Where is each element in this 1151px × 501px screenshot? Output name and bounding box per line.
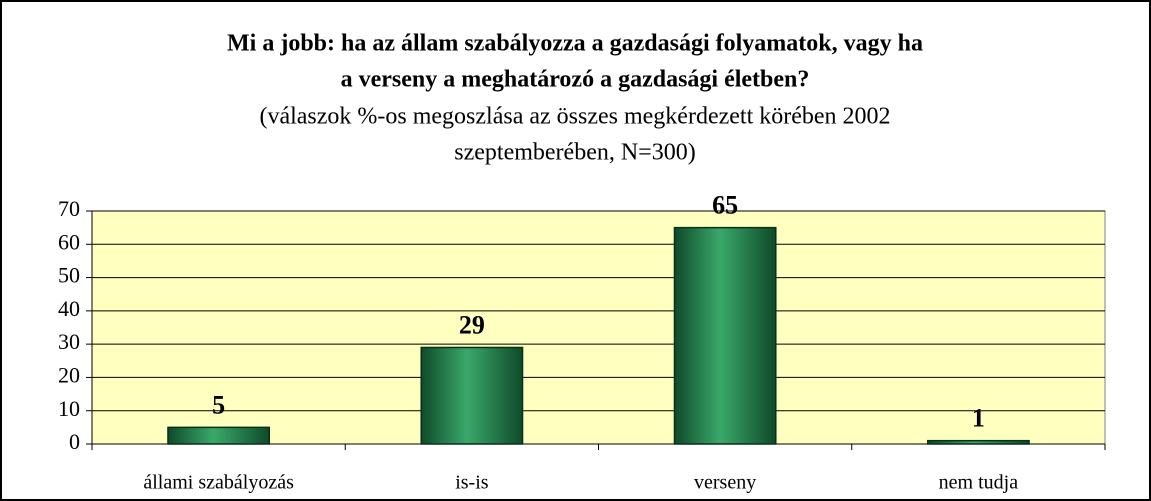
y-tick-label: 10 — [58, 396, 80, 421]
value-label: 65 — [712, 191, 738, 220]
chart-subtitle: (válaszok %-os megoszlása az összes megk… — [259, 104, 890, 130]
chart-subtitle: szeptemberében, N=300) — [454, 140, 695, 166]
bar — [926, 439, 1030, 445]
y-tick-label: 30 — [58, 329, 80, 354]
bar — [167, 426, 271, 445]
y-tick-label: 60 — [58, 229, 80, 254]
value-label: 5 — [212, 390, 225, 419]
chart-title: a verseny a meghatározó a gazdasági élet… — [341, 67, 810, 93]
y-tick-label: 70 — [58, 196, 80, 221]
chart-title: Mi a jobb: ha az állam szabályozza a gaz… — [227, 31, 923, 57]
x-tick-label: verseny — [694, 472, 756, 494]
value-label: 29 — [459, 310, 485, 339]
plot-area — [91, 210, 1106, 445]
x-tick-label: is-is — [455, 472, 489, 494]
y-tick-label: 40 — [58, 296, 80, 321]
y-tick-label: 0 — [69, 429, 80, 454]
value-label: 1 — [972, 404, 985, 433]
bar — [420, 346, 524, 445]
y-tick-label: 20 — [58, 362, 80, 387]
x-tick-label: állami szabályozás — [143, 472, 294, 494]
bar — [673, 226, 777, 445]
x-tick-label: nem tudja — [939, 472, 1019, 494]
y-tick-label: 50 — [58, 263, 80, 288]
